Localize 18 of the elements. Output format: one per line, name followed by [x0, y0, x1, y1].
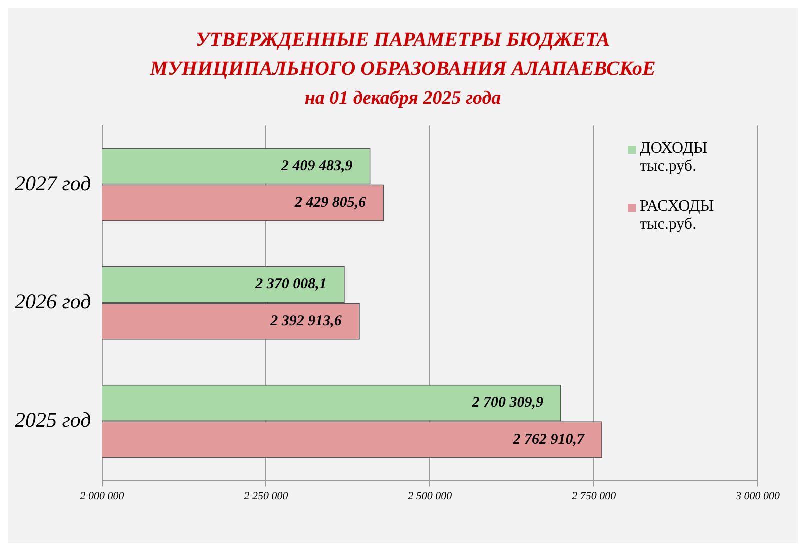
y-tick-label: 2025 год: [14, 408, 92, 432]
data-label: 2 409 483,9: [280, 158, 354, 174]
x-tick-label: 2 250 000: [244, 490, 289, 502]
data-label: 2 700 309,9: [471, 395, 544, 412]
x-tick-label: 2 000 000: [80, 490, 125, 502]
data-label: 2 370 008,1: [254, 276, 327, 293]
legend-label: РАСХОДЫ тыс.руб.: [640, 198, 716, 234]
legend-label: ДОХОДЫ тыс.руб.: [640, 140, 709, 176]
y-tick-label: 2027 год: [14, 171, 92, 196]
data-label: 2 429 805,6: [294, 195, 367, 212]
y-tick-label: 2026 год: [14, 290, 92, 314]
x-tick-label: 2 750 000: [572, 490, 617, 502]
chart-subtitle: на 01 декабря 2025 года: [304, 88, 502, 110]
x-tick-label: 3 000 000: [735, 490, 780, 502]
data-label: 2 762 910,7: [512, 432, 586, 448]
data-label: 2 392 913,6: [270, 313, 342, 330]
x-tick-label: 2 500 000: [408, 490, 453, 502]
chart-title: УТВЕРЖДЕННЫЕ ПАРАМЕТРЫ БЮДЖЕТА МУНИЦИПАЛЬНОГО ОБРАЗОВАНИЯ АЛАПАЕВСКоЕ: [149, 28, 657, 82]
